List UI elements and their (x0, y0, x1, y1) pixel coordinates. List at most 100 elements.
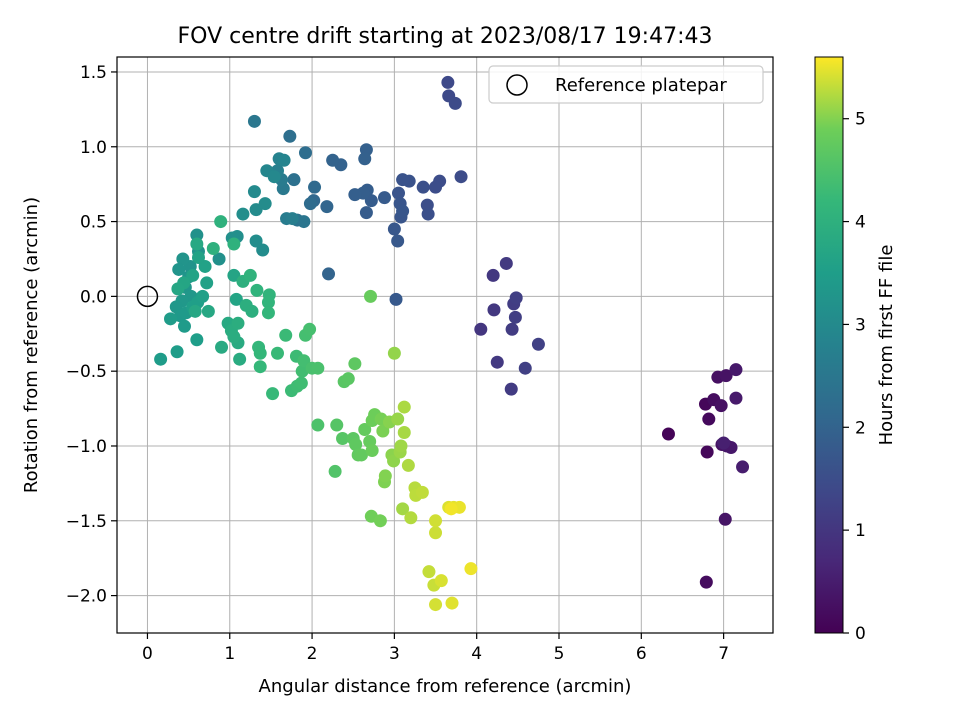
x-axis-label: Angular distance from reference (arcmin) (259, 676, 632, 697)
data-point (364, 194, 378, 208)
data-point (191, 250, 205, 264)
data-point (311, 361, 325, 375)
data-point (421, 207, 435, 221)
data-point (486, 268, 500, 282)
colorbar-ticks: 0 1 2 3 4 5 (843, 110, 866, 644)
data-point (499, 256, 513, 270)
data-point (416, 180, 430, 194)
data-point (505, 322, 519, 336)
data-point (397, 426, 411, 440)
data-point (422, 565, 436, 579)
data-point (308, 180, 322, 194)
y-tick-label: −0.5 (66, 362, 107, 382)
data-point (303, 197, 317, 211)
data-point (365, 443, 379, 457)
data-point (271, 346, 285, 360)
data-point (702, 412, 716, 426)
data-point (190, 228, 204, 242)
data-point (328, 464, 342, 478)
x-tick-label: 6 (636, 644, 647, 664)
y-tick-label: −1.5 (66, 512, 107, 532)
data-point (518, 361, 532, 375)
data-point (717, 436, 731, 450)
y-tick-label: −2.0 (66, 587, 107, 607)
data-point (396, 204, 410, 218)
data-point (736, 460, 750, 474)
y-tick-label: 0.0 (80, 287, 107, 307)
data-point (176, 252, 190, 266)
data-point (250, 283, 264, 297)
data-point (729, 363, 743, 377)
data-point (330, 418, 344, 432)
x-tick-label: 0 (142, 644, 153, 664)
data-point (376, 424, 390, 438)
x-tick-label: 7 (718, 644, 729, 664)
data-point (177, 319, 191, 333)
colorbar-tick-label: 4 (855, 213, 866, 233)
chart-title: FOV centre drift starting at 2023/08/17 … (178, 24, 713, 49)
data-point (394, 439, 408, 453)
legend-entry-reference-platepar: Reference platepar (555, 75, 727, 96)
data-point (719, 369, 733, 383)
y-tick-label: 0.5 (80, 213, 107, 233)
legend: Reference platepar (488, 65, 764, 104)
data-point (247, 185, 261, 199)
data-point (397, 400, 411, 414)
data-point (348, 188, 362, 202)
data-point (359, 206, 373, 220)
data-point (245, 304, 259, 318)
data-point (198, 259, 212, 273)
y-axis-label: Rotation from reference (arcmin) (21, 197, 42, 493)
data-point (358, 423, 372, 437)
data-point (699, 575, 713, 589)
data-point (172, 262, 186, 276)
grid (117, 57, 773, 633)
colorbar-label: Hours from first FF file (876, 245, 897, 446)
data-point (441, 75, 455, 89)
data-point (429, 514, 443, 528)
data-point (429, 180, 443, 194)
data-point (700, 445, 714, 459)
data-point (358, 152, 372, 166)
data-point (378, 469, 392, 483)
data-point (391, 234, 405, 248)
data-point (297, 215, 311, 229)
data-point (247, 114, 261, 128)
data-point (401, 458, 415, 472)
data-point (531, 337, 545, 351)
data-point (186, 268, 200, 282)
data-point (396, 502, 410, 516)
data-point (279, 328, 293, 342)
data-point (387, 222, 401, 236)
data-point (729, 391, 743, 405)
data-point (448, 96, 462, 110)
data-point (429, 526, 443, 540)
data-point (298, 146, 312, 160)
legend-hollow-circle-icon (506, 74, 528, 96)
data-point (444, 502, 458, 516)
data-point (661, 427, 675, 441)
data-point (227, 237, 241, 251)
data-point (354, 448, 368, 462)
data-point (341, 372, 355, 386)
data-point (285, 212, 299, 226)
data-point (190, 237, 204, 251)
data-point (378, 191, 392, 205)
data-point (243, 268, 257, 282)
data-point (233, 352, 247, 366)
data-point (445, 596, 459, 610)
x-tick-label: 1 (224, 644, 235, 664)
data-point (364, 289, 378, 303)
data-point (190, 333, 204, 347)
data-points (154, 75, 750, 612)
data-point (164, 312, 178, 326)
data-point (415, 485, 429, 499)
data-point (201, 304, 215, 318)
data-point (171, 282, 185, 296)
data-point (261, 306, 275, 320)
data-point (718, 512, 732, 526)
data-point (200, 276, 214, 290)
colorbar: 0 1 2 3 4 5 Hours from first FF file (814, 56, 897, 644)
data-point (396, 173, 410, 187)
